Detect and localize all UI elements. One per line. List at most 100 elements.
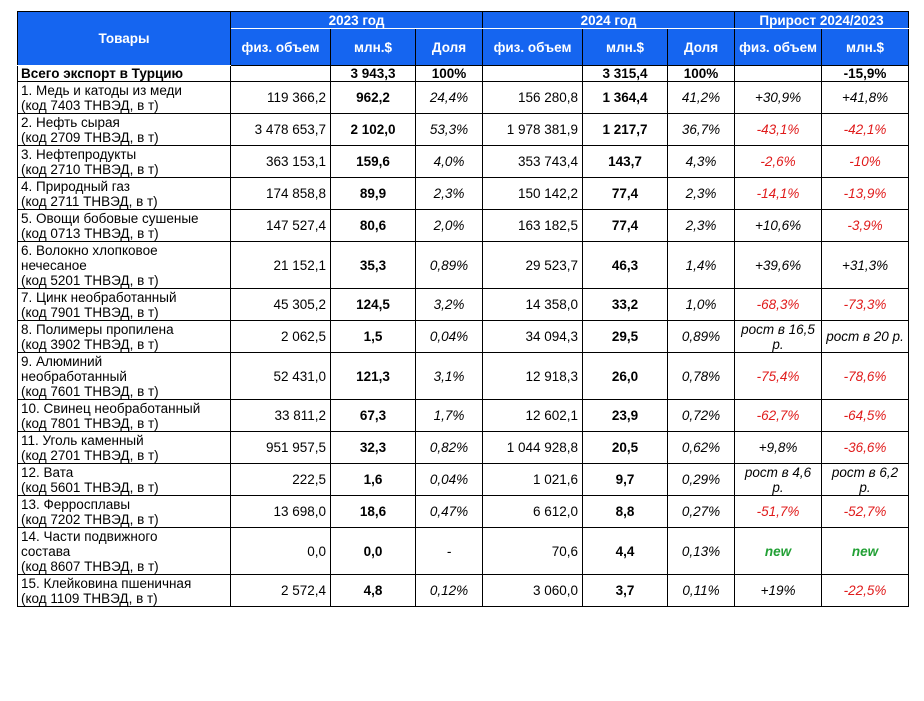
table-row: 9. Алюминий необработанный (код 7601 ТНВЭД… <box>17 352 910 400</box>
usd-2023: 159,6 <box>330 145 416 178</box>
volume-2024: 12 918,3 <box>482 352 584 400</box>
product-name: 15. Клейковина пшеничная (код 1109 ТНВЭД,… <box>17 574 231 607</box>
total-volume-2024 <box>482 65 584 82</box>
share-2023: 2,3% <box>414 177 484 210</box>
volume-2024: 163 182,5 <box>482 209 584 242</box>
growth-usd: -13,9% <box>821 177 910 210</box>
usd-2023: 962,2 <box>330 81 416 114</box>
share-2023: 53,3% <box>414 113 484 146</box>
growth-usd: +41,8% <box>821 81 910 114</box>
growth-volume: +9,8% <box>734 431 823 464</box>
usd-2024: 29,5 <box>582 320 669 353</box>
total-growth-volume <box>734 65 823 82</box>
product-name: 10. Свинец необработанный (код 7801 ТНВЭД… <box>17 399 231 432</box>
share-2024: 0,78% <box>667 352 736 400</box>
volume-2023: 951 957,5 <box>230 431 331 464</box>
share-2023: 0,47% <box>414 495 484 528</box>
growth-usd: -73,3% <box>821 288 910 321</box>
product-name-line: 13. Ферросплавы <box>21 496 131 512</box>
table-row: 5. Овощи бобовые сушеные (код 0713 ТНВЭД,… <box>17 209 910 242</box>
share-2024: 0,27% <box>667 495 736 528</box>
product-name-line: (код 7601 ТНВЭД, в т) <box>21 383 159 399</box>
product-name: 2. Нефть сырая (код 2709 ТНВЭД, в т) <box>17 113 231 146</box>
usd-2024: 3,7 <box>582 574 669 607</box>
product-name-line: 2. Нефть сырая <box>21 114 120 130</box>
header-share-2024: Доля <box>667 28 736 66</box>
growth-volume: -14,1% <box>734 177 823 210</box>
share-2023: 4,0% <box>414 145 484 178</box>
product-name-line: (код 2701 ТНВЭД, в т) <box>21 447 159 463</box>
product-name-line: (код 7403 ТНВЭД, в т) <box>21 97 159 113</box>
usd-2024: 4,4 <box>582 527 669 575</box>
usd-2023: 2 102,0 <box>330 113 416 146</box>
product-name-line: 14. Части подвижного <box>21 528 158 544</box>
growth-volume: new <box>734 527 823 575</box>
share-2024: 2,3% <box>667 209 736 242</box>
volume-2023: 33 811,2 <box>230 399 331 432</box>
table-row: 4. Природный газ (код 2711 ТНВЭД, в т) 174… <box>17 177 910 210</box>
growth-usd: -10% <box>821 145 910 178</box>
header-growth-phys-volume: физ. объем <box>734 28 823 66</box>
share-2023: 2,0% <box>414 209 484 242</box>
product-name-line: 15. Клейковина пшеничная <box>21 575 192 591</box>
product-name-line: 5. Овощи бобовые сушеные <box>21 210 199 226</box>
volume-2024: 12 602,1 <box>482 399 584 432</box>
share-2024: 2,3% <box>667 177 736 210</box>
share-2024: 0,72% <box>667 399 736 432</box>
volume-2023: 13 698,0 <box>230 495 331 528</box>
growth-usd: -3,9% <box>821 209 910 242</box>
usd-2024: 20,5 <box>582 431 669 464</box>
header-growth: Прирост 2024/2023 <box>734 11 910 29</box>
table-header: Товары 2023 год 2024 год Прирост 2024/20… <box>17 11 910 66</box>
header-phys-volume-2024: физ. объем <box>482 28 584 66</box>
table-row: 2. Нефть сырая (код 2709 ТНВЭД, в т) 3 478… <box>17 113 910 146</box>
table-row: 7. Цинк необработанный (код 7901 ТНВЭД, в… <box>17 288 910 321</box>
product-name-line: (код 1109 ТНВЭД, в т) <box>21 590 158 606</box>
share-2023: - <box>414 527 484 575</box>
usd-2024: 9,7 <box>582 463 669 496</box>
share-2023: 0,12% <box>414 574 484 607</box>
volume-2023: 21 152,1 <box>230 241 331 289</box>
growth-usd: +31,3% <box>821 241 910 289</box>
share-2024: 0,29% <box>667 463 736 496</box>
growth-usd: -22,5% <box>821 574 910 607</box>
product-name: 6. Волокно хлопковое нечесаное (код 5201 Т… <box>17 241 231 289</box>
growth-usd: рост в 6,2 р. <box>821 463 910 496</box>
table-row: 15. Клейковина пшеничная (код 1109 ТНВЭД,… <box>17 574 910 607</box>
growth-usd: -42,1% <box>821 113 910 146</box>
product-name-line: 10. Свинец необработанный <box>21 400 201 416</box>
product-name-line: (код 7801 ТНВЭД, в т) <box>21 415 159 431</box>
growth-volume: рост в 16,5 р. <box>734 320 823 353</box>
volume-2024: 1 978 381,9 <box>482 113 584 146</box>
header-year-2023: 2023 год <box>229 11 484 29</box>
volume-2023: 0,0 <box>230 527 331 575</box>
share-2023: 0,89% <box>414 241 484 289</box>
growth-volume: -62,7% <box>734 399 823 432</box>
growth-usd: new <box>821 527 910 575</box>
product-name-line: (код 3902 ТНВЭД, в т) <box>21 336 159 352</box>
table-row: 1. Медь и катоды из меди (код 7403 ТНВЭД,… <box>17 81 910 114</box>
header-mln-usd-2024: млн.$ <box>582 28 669 66</box>
total-row: Всего экспорт в Турцию 3 943,3 100% 3 31… <box>17 65 910 82</box>
product-name: 11. Уголь каменный (код 2701 ТНВЭД, в т) <box>17 431 231 464</box>
share-2024: 1,0% <box>667 288 736 321</box>
volume-2023: 119 366,2 <box>230 81 331 114</box>
header-year-2024: 2024 год <box>482 11 736 29</box>
growth-usd: -36,6% <box>821 431 910 464</box>
share-2023: 1,7% <box>414 399 484 432</box>
usd-2023: 80,6 <box>330 209 416 242</box>
usd-2024: 46,3 <box>582 241 669 289</box>
volume-2023: 3 478 653,7 <box>230 113 331 146</box>
total-usd-2023: 3 943,3 <box>330 65 416 82</box>
share-2024: 4,3% <box>667 145 736 178</box>
growth-usd: -78,6% <box>821 352 910 400</box>
product-name: 14. Части подвижного состава (код 8607 ТНВ… <box>17 527 231 575</box>
volume-2024: 1 044 928,8 <box>482 431 584 464</box>
product-name: 4. Природный газ (код 2711 ТНВЭД, в т) <box>17 177 231 210</box>
usd-2023: 32,3 <box>330 431 416 464</box>
volume-2024: 3 060,0 <box>482 574 584 607</box>
share-2023: 3,1% <box>414 352 484 400</box>
volume-2024: 156 280,8 <box>482 81 584 114</box>
product-name-line: 3. Нефтепродукты <box>21 146 137 162</box>
total-volume-2023 <box>230 65 331 82</box>
